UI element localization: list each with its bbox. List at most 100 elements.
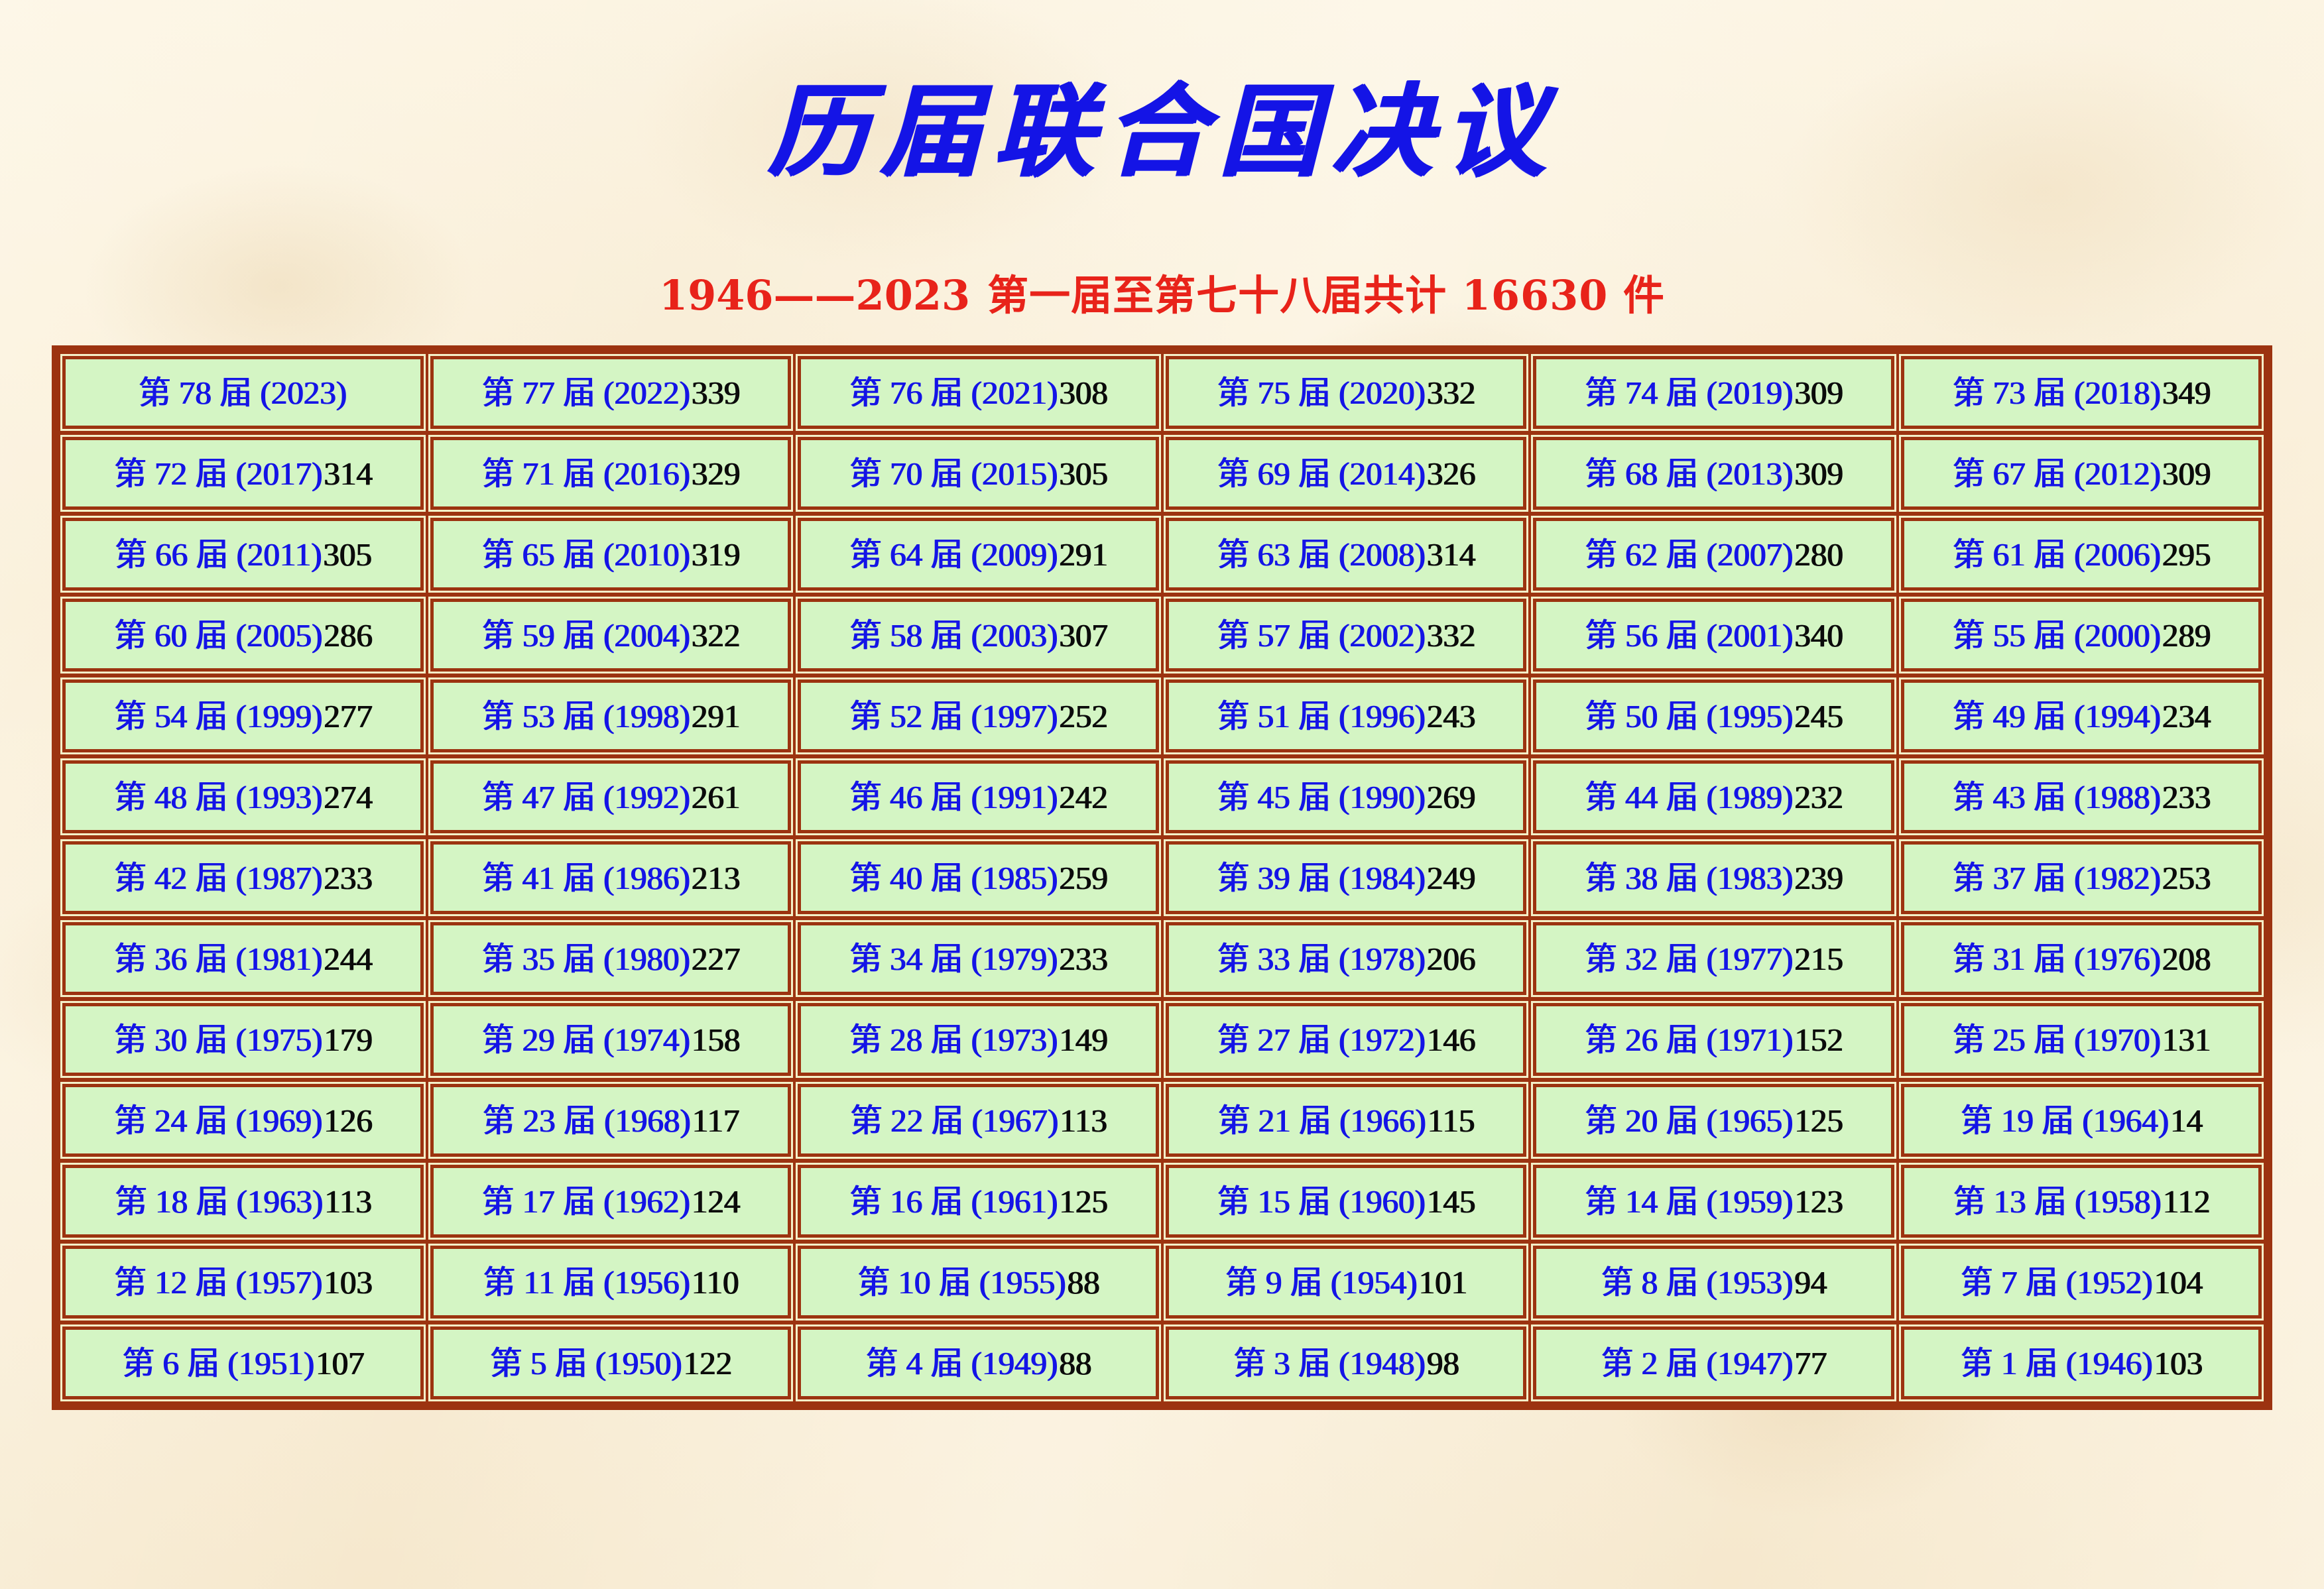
session-cell[interactable]: 第 6 届 (1951)107: [60, 1324, 426, 1401]
session-cell[interactable]: 第 13 届 (1958)112: [1898, 1163, 2264, 1240]
session-cell[interactable]: 第 36 届 (1981)244: [60, 920, 426, 997]
session-count: 107: [315, 1344, 364, 1382]
session-cell[interactable]: 第 9 届 (1954)101: [1163, 1244, 1528, 1321]
session-cell[interactable]: 第 44 届 (1989)232: [1531, 758, 1896, 835]
session-cell[interactable]: 第 8 届 (1953)94: [1531, 1244, 1896, 1321]
session-cell[interactable]: 第 59 届 (2004)322: [428, 597, 793, 674]
session-cell[interactable]: 第 2 届 (1947)77: [1531, 1324, 1896, 1401]
session-count: 252: [1058, 697, 1108, 735]
session-cell[interactable]: 第 37 届 (1982)253: [1898, 839, 2264, 916]
session-cell[interactable]: 第 77 届 (2022)339: [428, 354, 793, 431]
session-cell[interactable]: 第 17 届 (1962)124: [428, 1163, 793, 1240]
session-cell[interactable]: 第 7 届 (1952)104: [1898, 1244, 2264, 1321]
session-label: 第 24 届 (1969): [113, 1102, 322, 1139]
session-cell[interactable]: 第 55 届 (2000)289: [1898, 597, 2264, 674]
session-count: 206: [1426, 940, 1475, 977]
session-cell[interactable]: 第 25 届 (1970)131: [1898, 1001, 2264, 1078]
session-cell[interactable]: 第 68 届 (2013)309: [1531, 435, 1896, 512]
session-cell[interactable]: 第 19 届 (1964)14: [1898, 1082, 2264, 1159]
session-cell[interactable]: 第 47 届 (1992)261: [428, 758, 793, 835]
session-cell[interactable]: 第 22 届 (1967)113: [796, 1082, 1161, 1159]
session-cell[interactable]: 第 65 届 (2010)319: [428, 516, 793, 593]
session-cell[interactable]: 第 3 届 (1948)98: [1163, 1324, 1528, 1401]
session-cell[interactable]: 第 20 届 (1965)125: [1531, 1082, 1896, 1159]
session-cell[interactable]: 第 62 届 (2007)280: [1531, 516, 1896, 593]
session-cell[interactable]: 第 23 届 (1968)117: [428, 1082, 793, 1159]
session-cell[interactable]: 第 54 届 (1999)277: [60, 677, 426, 754]
session-cell[interactable]: 第 56 届 (2001)340: [1531, 597, 1896, 674]
session-cell[interactable]: 第 35 届 (1980)227: [428, 920, 793, 997]
session-cell[interactable]: 第 72 届 (2017)314: [60, 435, 426, 512]
session-cell[interactable]: 第 64 届 (2009)291: [796, 516, 1161, 593]
session-cell[interactable]: 第 58 届 (2003)307: [796, 597, 1161, 674]
session-cell[interactable]: 第 1 届 (1946)103: [1898, 1324, 2264, 1401]
session-cell[interactable]: 第 18 届 (1963)113: [60, 1163, 426, 1240]
session-count: 125: [1058, 1183, 1108, 1220]
session-cell[interactable]: 第 26 届 (1971)152: [1531, 1001, 1896, 1078]
session-cell[interactable]: 第 16 届 (1961)125: [796, 1163, 1161, 1240]
session-cell[interactable]: 第 42 届 (1987)233: [60, 839, 426, 916]
session-cell-text: 第 46 届 (1991)242: [849, 781, 1107, 813]
session-count: 249: [1426, 859, 1475, 896]
session-cell[interactable]: 第 41 届 (1986)213: [428, 839, 793, 916]
session-count: 259: [1058, 859, 1108, 896]
session-cell[interactable]: 第 32 届 (1977)215: [1531, 920, 1896, 997]
session-cell[interactable]: 第 67 届 (2012)309: [1898, 435, 2264, 512]
session-cell[interactable]: 第 57 届 (2002)332: [1163, 597, 1528, 674]
session-count: 305: [322, 536, 372, 573]
subtitle: 1946——2023 第一届至第七十八届共计 16630 件: [659, 262, 1665, 322]
session-cell[interactable]: 第 53 届 (1998)291: [428, 677, 793, 754]
session-cell[interactable]: 第 70 届 (2015)305: [796, 435, 1161, 512]
session-cell[interactable]: 第 21 届 (1966)115: [1163, 1082, 1528, 1159]
session-cell[interactable]: 第 46 届 (1991)242: [796, 758, 1161, 835]
session-cell[interactable]: 第 45 届 (1990)269: [1163, 758, 1528, 835]
session-cell[interactable]: 第 51 届 (1996)243: [1163, 677, 1528, 754]
session-cell[interactable]: 第 10 届 (1955)88: [796, 1244, 1161, 1321]
session-cell[interactable]: 第 48 届 (1993)274: [60, 758, 426, 835]
session-cell[interactable]: 第 27 届 (1972)146: [1163, 1001, 1528, 1078]
session-cell[interactable]: 第 30 届 (1975)179: [60, 1001, 426, 1078]
session-cell[interactable]: 第 11 届 (1956)110: [428, 1244, 793, 1321]
session-cell-text: 第 24 届 (1969)126: [113, 1104, 372, 1137]
session-cell[interactable]: 第 61 届 (2006)295: [1898, 516, 2264, 593]
session-label: 第 62 届 (2007): [1584, 536, 1793, 573]
session-cell[interactable]: 第 33 届 (1978)206: [1163, 920, 1528, 997]
session-cell[interactable]: 第 12 届 (1957)103: [60, 1244, 426, 1321]
session-cell-text: 第 3 届 (1948)98: [1233, 1347, 1459, 1380]
session-cell[interactable]: 第 39 届 (1984)249: [1163, 839, 1528, 916]
session-cell[interactable]: 第 15 届 (1960)145: [1163, 1163, 1528, 1240]
session-cell[interactable]: 第 31 届 (1976)208: [1898, 920, 2264, 997]
session-cell[interactable]: 第 29 届 (1974)158: [428, 1001, 793, 1078]
session-count: 314: [1426, 536, 1475, 573]
session-cell[interactable]: 第 71 届 (2016)329: [428, 435, 793, 512]
session-cell[interactable]: 第 66 届 (2011)305: [60, 516, 426, 593]
session-cell[interactable]: 第 52 届 (1997)252: [796, 677, 1161, 754]
session-cell[interactable]: 第 5 届 (1950)122: [428, 1324, 793, 1401]
session-cell-text: 第 44 届 (1989)232: [1584, 781, 1843, 813]
session-cell[interactable]: 第 38 届 (1983)239: [1531, 839, 1896, 916]
session-cell[interactable]: 第 40 届 (1985)259: [796, 839, 1161, 916]
session-cell[interactable]: 第 75 届 (2020)332: [1163, 354, 1528, 431]
session-cell[interactable]: 第 76 届 (2021)308: [796, 354, 1161, 431]
session-label: 第 36 届 (1981): [113, 940, 322, 977]
session-cell[interactable]: 第 43 届 (1988)233: [1898, 758, 2264, 835]
session-cell[interactable]: 第 78 届 (2023): [60, 354, 426, 431]
session-cell[interactable]: 第 28 届 (1973)149: [796, 1001, 1161, 1078]
session-cell[interactable]: 第 74 届 (2019)309: [1531, 354, 1896, 431]
session-cell[interactable]: 第 73 届 (2018)349: [1898, 354, 2264, 431]
session-cell[interactable]: 第 4 届 (1949)88: [796, 1324, 1161, 1401]
session-cell[interactable]: 第 34 届 (1979)233: [796, 920, 1161, 997]
session-cell[interactable]: 第 60 届 (2005)286: [60, 597, 426, 674]
session-cell[interactable]: 第 69 届 (2014)326: [1163, 435, 1528, 512]
session-cell[interactable]: 第 24 届 (1969)126: [60, 1082, 426, 1159]
session-cell[interactable]: 第 14 届 (1959)123: [1531, 1163, 1896, 1240]
session-cell[interactable]: 第 63 届 (2008)314: [1163, 516, 1528, 593]
session-cell-text: 第 22 届 (1967)113: [849, 1104, 1107, 1137]
session-count: 274: [323, 778, 373, 815]
session-count: 309: [2162, 455, 2211, 492]
session-cell[interactable]: 第 50 届 (1995)245: [1531, 677, 1896, 754]
session-cell-text: 第 30 届 (1975)179: [113, 1024, 372, 1056]
session-count: 77: [1794, 1344, 1827, 1382]
session-count: 314: [323, 455, 373, 492]
session-cell[interactable]: 第 49 届 (1994)234: [1898, 677, 2264, 754]
